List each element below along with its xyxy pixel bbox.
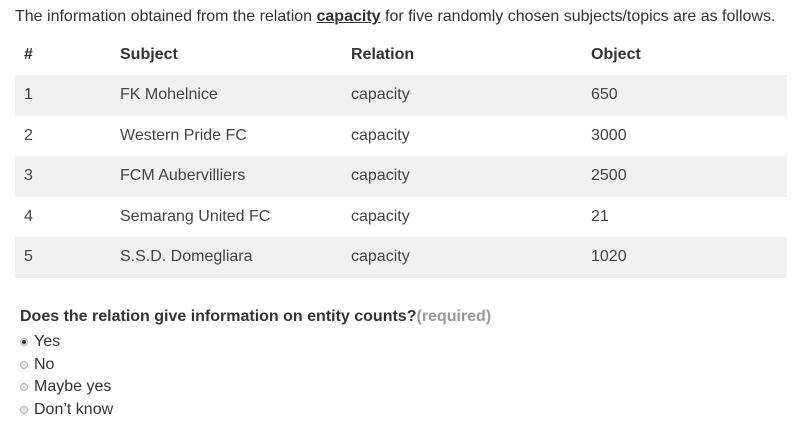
radio-maybe-yes[interactable] [20, 383, 28, 392]
row-subject: S.S.D. Domegliara [111, 237, 342, 278]
header-relation: Relation [351, 46, 415, 63]
table-row: 2 Western Pride FC capacity 3000 [15, 116, 787, 157]
row-subject: FCM Aubervilliers [111, 156, 342, 197]
row-object: 21 [591, 207, 609, 225]
table-row: 1 FK Mohelnice capacity 650 [15, 75, 787, 116]
row-relation: capacity [351, 207, 410, 225]
row-relation: capacity [351, 126, 410, 144]
results-table: # Subject Relation Object 1 FK Mohelnice… [15, 35, 787, 278]
option-dont-know[interactable]: Don’t know [20, 399, 113, 421]
row-index: 1 [15, 75, 111, 116]
row-relation: capacity [342, 75, 582, 116]
radio-no[interactable] [20, 360, 28, 369]
radio-dont-know[interactable] [20, 405, 28, 414]
intro-suffix: for five randomly chosen subjects/topics… [380, 8, 776, 25]
row-subject: FK Mohelnice [111, 75, 342, 116]
header-subject: Subject [120, 46, 178, 63]
option-yes[interactable]: Yes [20, 331, 113, 354]
option-label: Don’t know [34, 400, 114, 418]
row-subject: Western Pride FC [120, 126, 247, 144]
option-no[interactable]: No [20, 354, 113, 377]
row-relation: capacity [342, 237, 582, 278]
option-maybe-yes[interactable]: Maybe yes [20, 376, 113, 399]
row-object: 650 [582, 75, 787, 116]
radio-yes[interactable] [20, 338, 28, 347]
header-index: # [24, 46, 33, 63]
option-label: Yes [34, 333, 61, 351]
option-label: No [34, 355, 55, 373]
intro-prefix: The information obtained from the relati… [15, 8, 317, 25]
relation-link[interactable]: capacity [316, 8, 381, 25]
row-index: 2 [24, 126, 33, 144]
row-object: 3000 [591, 126, 627, 144]
answer-options: Yes No Maybe yes Don’t know [20, 331, 113, 421]
table-row: 4 Semarang United FC capacity 21 [15, 197, 787, 238]
intro-text: The information obtained from the relati… [15, 8, 775, 26]
row-relation: capacity [342, 156, 582, 197]
row-object: 1020 [582, 237, 787, 278]
option-label: Maybe yes [34, 378, 112, 396]
row-index: 4 [24, 207, 33, 225]
required-indicator: (required) [416, 308, 492, 325]
question-label: Does the relation give information on en… [20, 308, 491, 326]
header-object: Object [591, 46, 641, 63]
table-row: 5 S.S.D. Domegliara capacity 1020 [15, 237, 787, 278]
table-row: 3 FCM Aubervilliers capacity 2500 [15, 156, 787, 197]
row-object: 2500 [582, 156, 787, 197]
row-index: 5 [15, 237, 111, 278]
table-header-row: # Subject Relation Object [15, 35, 787, 75]
row-index: 3 [15, 156, 111, 197]
question-text: Does the relation give information on en… [20, 308, 417, 325]
row-subject: Semarang United FC [120, 207, 271, 225]
